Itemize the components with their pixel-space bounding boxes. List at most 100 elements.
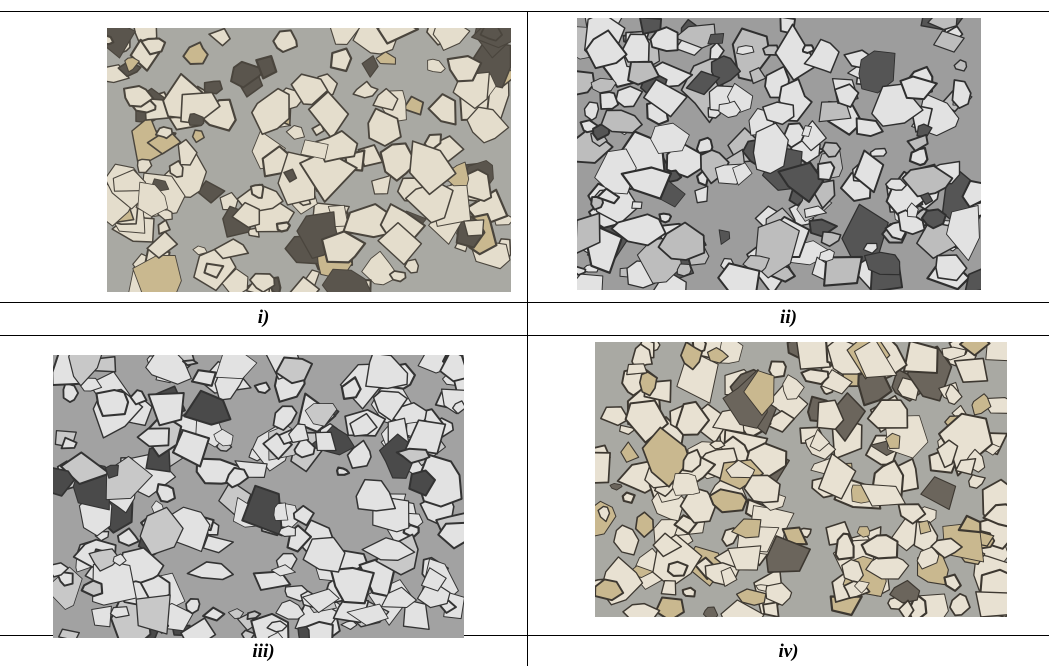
aggregate-particle (272, 29, 298, 53)
aggregate-particle (854, 342, 898, 378)
aggregate-particle (808, 218, 838, 238)
aggregate-particle (634, 511, 655, 538)
aggregate-particle (275, 599, 305, 620)
aggregate-particle (731, 27, 771, 82)
aggregate-particle (854, 580, 870, 594)
aggregate-particle (116, 527, 140, 547)
aggregate-particle (685, 70, 721, 96)
aggregate-particle (275, 221, 291, 233)
aggregate-particle (266, 620, 288, 633)
aggregate-particle (300, 139, 329, 160)
aggregate-particle (225, 466, 250, 489)
aggregate-particle (858, 50, 896, 94)
aggregate-particle (213, 428, 234, 447)
aggregate-particle (675, 400, 710, 436)
aggregate-particle (639, 18, 663, 35)
aggregate-particle (951, 79, 972, 109)
panel-caption-ii: ii) (780, 307, 797, 328)
aggregate-particle (112, 553, 127, 567)
aggregate-particle (620, 166, 673, 200)
aggregate-particle (600, 406, 630, 427)
aggregate-particle (302, 588, 340, 614)
aggregate-particle (717, 262, 761, 290)
aggregate-particle (446, 55, 483, 83)
aggregate-particle (289, 276, 321, 292)
aggregate-particle (599, 91, 620, 110)
aggregate-particle (975, 591, 1007, 617)
aggregate-particle (666, 560, 689, 577)
aggregate-particle (702, 606, 719, 617)
aggregate-particle (361, 537, 416, 561)
aggregate-particle (707, 33, 725, 45)
aggregate-particle (964, 268, 981, 290)
aggregate-particle (147, 392, 185, 427)
aggregate-particle (650, 122, 690, 154)
aggregate-particle (249, 183, 265, 199)
aggregate-particle (380, 586, 417, 609)
aggregate-particle (821, 141, 842, 158)
aggregate-particle (595, 578, 625, 602)
aggregate-particle (957, 514, 982, 534)
aggregate-particle (196, 98, 237, 132)
aggregate-particle (816, 399, 845, 431)
specimen-photo-ii (577, 18, 981, 290)
aggregate-particle (91, 605, 112, 628)
aggregate-particle (375, 51, 397, 65)
aggregate-particle (732, 162, 753, 186)
aggregate-particle (649, 26, 679, 53)
aggregate-particle (885, 432, 901, 449)
aggregate-particle (681, 586, 697, 598)
aggregate-particle (192, 245, 208, 256)
aggregate-particle (307, 90, 350, 140)
aggregate-particle (631, 201, 643, 210)
aggregate-particle (577, 265, 587, 276)
aggregate-particle (95, 388, 130, 418)
aggregate-particle (57, 628, 80, 638)
aggregate-particle (107, 34, 115, 46)
aggregate-particle (930, 537, 963, 559)
aggregate-particle (129, 389, 148, 406)
aggregate-particle (657, 221, 706, 261)
aggregate-particle (202, 534, 235, 554)
aggregate-particle (408, 140, 457, 196)
aggregate-particle (137, 181, 169, 217)
aggregate-particle (834, 532, 855, 561)
aggregate-particle (314, 431, 337, 452)
aggregate-particle (273, 502, 289, 521)
aggregate-particle (140, 37, 167, 56)
table-rule-bottom (0, 635, 1049, 636)
aggregate-particle (590, 77, 617, 94)
aggregate-particle (869, 147, 888, 158)
aggregate-particle (180, 617, 217, 638)
aggregate-particle (906, 202, 919, 218)
aggregate-particle (803, 205, 827, 218)
aggregate-particle (367, 107, 402, 147)
aggregate-particle (897, 503, 927, 525)
aggregate-particle (186, 561, 234, 581)
aggregate-particle (801, 125, 813, 137)
aggregate-particle (720, 599, 765, 617)
aggregate-particle (340, 376, 362, 401)
aggregate-particle (796, 342, 831, 370)
aggregate-particle (801, 44, 815, 54)
aggregate-particle (267, 631, 284, 638)
aggregate-particle (736, 45, 755, 55)
aggregate-particle (935, 254, 968, 282)
panel-caption-i: i) (257, 307, 270, 328)
aggregate-particle (622, 602, 661, 617)
aggregate-particle (643, 78, 688, 118)
aggregate-particle (641, 426, 691, 488)
aggregate-particle (919, 192, 934, 206)
aggregate-particle (817, 161, 836, 181)
aggregate-particle (181, 359, 199, 367)
aggregate-particle (349, 412, 378, 437)
aggregate-particle (290, 73, 329, 106)
aggregate-particle (982, 503, 1007, 528)
aggregate-particle (613, 524, 640, 556)
aggregate-particle (706, 346, 729, 364)
aggregate-particle (672, 472, 701, 496)
aggregate-particle (927, 18, 958, 31)
aggregate-particle (720, 566, 738, 587)
aggregate-particle (817, 452, 857, 500)
aggregate-particle (288, 423, 310, 444)
